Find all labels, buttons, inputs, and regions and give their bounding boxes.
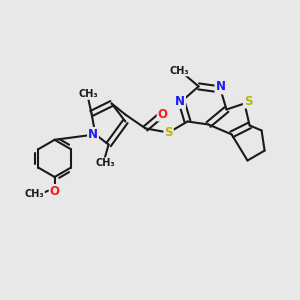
Text: O: O xyxy=(50,185,60,198)
Text: N: N xyxy=(215,80,226,94)
Text: O: O xyxy=(158,107,168,121)
Text: CH₃: CH₃ xyxy=(95,158,115,168)
Text: N: N xyxy=(88,128,98,141)
Text: S: S xyxy=(164,126,173,139)
Text: CH₃: CH₃ xyxy=(79,89,98,99)
Text: CH₃: CH₃ xyxy=(170,65,190,76)
Text: S: S xyxy=(244,94,252,108)
Text: CH₃: CH₃ xyxy=(24,189,44,199)
Text: N: N xyxy=(175,95,185,108)
